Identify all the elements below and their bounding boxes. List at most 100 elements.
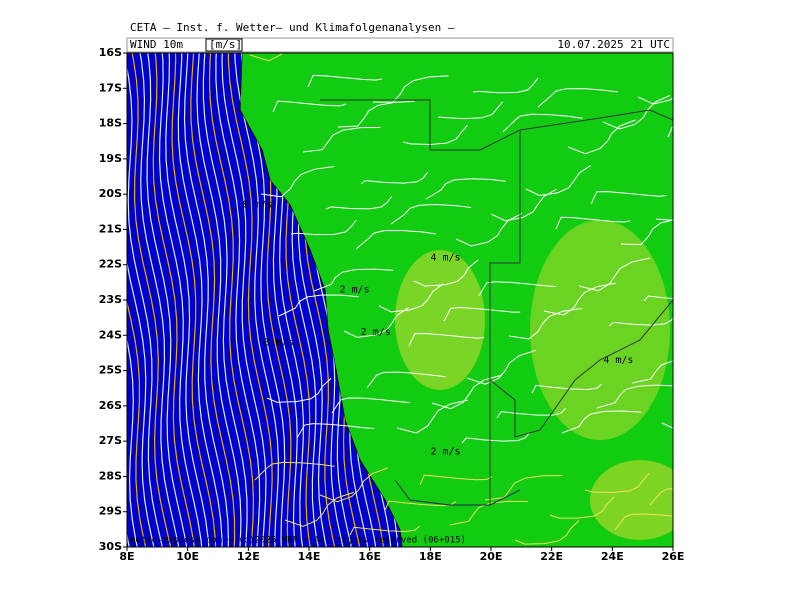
streamline bbox=[208, 53, 255, 547]
lon-tick-label: 26E bbox=[662, 550, 685, 563]
streamline bbox=[290, 219, 357, 236]
unit-box bbox=[205, 38, 243, 52]
speed-shade bbox=[590, 460, 673, 540]
streamline bbox=[313, 268, 394, 292]
lat-tick-label: 21S bbox=[99, 222, 122, 235]
streamline bbox=[402, 125, 468, 145]
contour-label: 2 m/s bbox=[430, 447, 460, 458]
streamline bbox=[466, 349, 537, 385]
streamline bbox=[190, 53, 236, 547]
streamline bbox=[419, 474, 493, 486]
streamline bbox=[531, 383, 602, 394]
streamline bbox=[137, 53, 182, 547]
contour-label: 2 m/s bbox=[361, 327, 391, 338]
streamline bbox=[307, 74, 383, 88]
streamline bbox=[549, 496, 615, 519]
lat-tick-label: 16S bbox=[99, 46, 122, 59]
speed-shade bbox=[530, 220, 670, 440]
lon-tick-label: 14E bbox=[298, 550, 321, 563]
streamline bbox=[152, 53, 197, 547]
streamline bbox=[128, 53, 174, 547]
streamline bbox=[127, 53, 166, 547]
streamline bbox=[302, 126, 381, 153]
lon-tick-label: 10E bbox=[176, 550, 199, 563]
contour-label: 4 m/s bbox=[603, 355, 633, 366]
streamline bbox=[537, 88, 618, 108]
streamline bbox=[177, 53, 223, 547]
streamline bbox=[431, 374, 503, 410]
streamline bbox=[183, 53, 230, 547]
streamline bbox=[514, 520, 580, 545]
streamline bbox=[127, 53, 150, 547]
streamline bbox=[272, 100, 347, 113]
time-label: 10.07.2025 21 UTC bbox=[557, 38, 670, 51]
streamline bbox=[502, 113, 583, 133]
streamline bbox=[337, 101, 415, 128]
streamline bbox=[437, 101, 504, 120]
streamline bbox=[443, 307, 521, 322]
lon-tick-label: 8E bbox=[119, 550, 134, 563]
border bbox=[489, 299, 673, 438]
streamline bbox=[331, 397, 411, 414]
unit-label: [m/s] bbox=[209, 38, 242, 51]
lon-tick-label: 20E bbox=[480, 550, 503, 563]
streamline bbox=[233, 53, 281, 547]
streamline bbox=[478, 281, 557, 297]
streamline bbox=[254, 461, 335, 481]
streamline bbox=[227, 53, 274, 547]
streamline bbox=[555, 216, 631, 230]
streamline bbox=[202, 53, 248, 547]
river bbox=[394, 479, 521, 506]
lat-tick-label: 26S bbox=[99, 399, 122, 412]
streamline bbox=[260, 165, 335, 198]
streamline bbox=[508, 307, 583, 340]
lat-tick-label: 19S bbox=[99, 152, 122, 165]
streamline bbox=[408, 332, 485, 347]
streamline bbox=[614, 513, 673, 531]
lat-tick-label: 18S bbox=[99, 117, 122, 130]
streamline bbox=[221, 53, 267, 547]
lon-tick-label: 22E bbox=[540, 550, 563, 563]
contour-label: 8 m/s bbox=[264, 337, 294, 348]
streamline bbox=[643, 295, 673, 302]
streamline bbox=[649, 488, 673, 506]
streamline bbox=[667, 126, 673, 138]
streamline bbox=[584, 472, 650, 494]
streamline bbox=[284, 491, 354, 527]
lon-tick-label: 12E bbox=[237, 550, 260, 563]
footer: meteo-express.com — (c)2025 WKF — All ri… bbox=[130, 536, 466, 546]
lat-tick-label: 23S bbox=[99, 293, 122, 306]
border bbox=[320, 99, 673, 151]
lat-tick-label: 29S bbox=[99, 505, 122, 518]
lon-tick-label: 16E bbox=[358, 550, 381, 563]
speed-shade bbox=[395, 250, 485, 390]
streamline bbox=[319, 467, 389, 503]
streamline bbox=[278, 294, 359, 317]
streamline bbox=[561, 410, 642, 434]
streamline bbox=[425, 178, 506, 200]
streamline bbox=[372, 75, 449, 103]
streamline bbox=[158, 53, 204, 547]
lon-tick-label: 24E bbox=[601, 550, 624, 563]
lat-tick-label: 24S bbox=[99, 328, 122, 341]
streamline bbox=[620, 219, 673, 245]
streamline bbox=[608, 317, 673, 327]
lat-tick-label: 17S bbox=[99, 81, 122, 94]
streamline bbox=[266, 378, 332, 403]
streamline bbox=[165, 53, 211, 547]
streamline bbox=[127, 53, 158, 547]
streamline bbox=[596, 384, 673, 409]
contour-label: 4 m/s bbox=[430, 253, 460, 264]
streamline bbox=[396, 399, 469, 434]
lat-tick-label: 30S bbox=[99, 540, 122, 553]
streamline bbox=[366, 371, 446, 389]
streamline bbox=[631, 360, 673, 384]
streamline bbox=[249, 53, 283, 62]
streamline bbox=[215, 53, 261, 547]
streamline bbox=[567, 119, 636, 155]
streamline bbox=[674, 321, 754, 341]
streamline bbox=[171, 53, 217, 547]
lat-tick-label: 22S bbox=[99, 258, 122, 271]
streamline bbox=[637, 96, 673, 105]
